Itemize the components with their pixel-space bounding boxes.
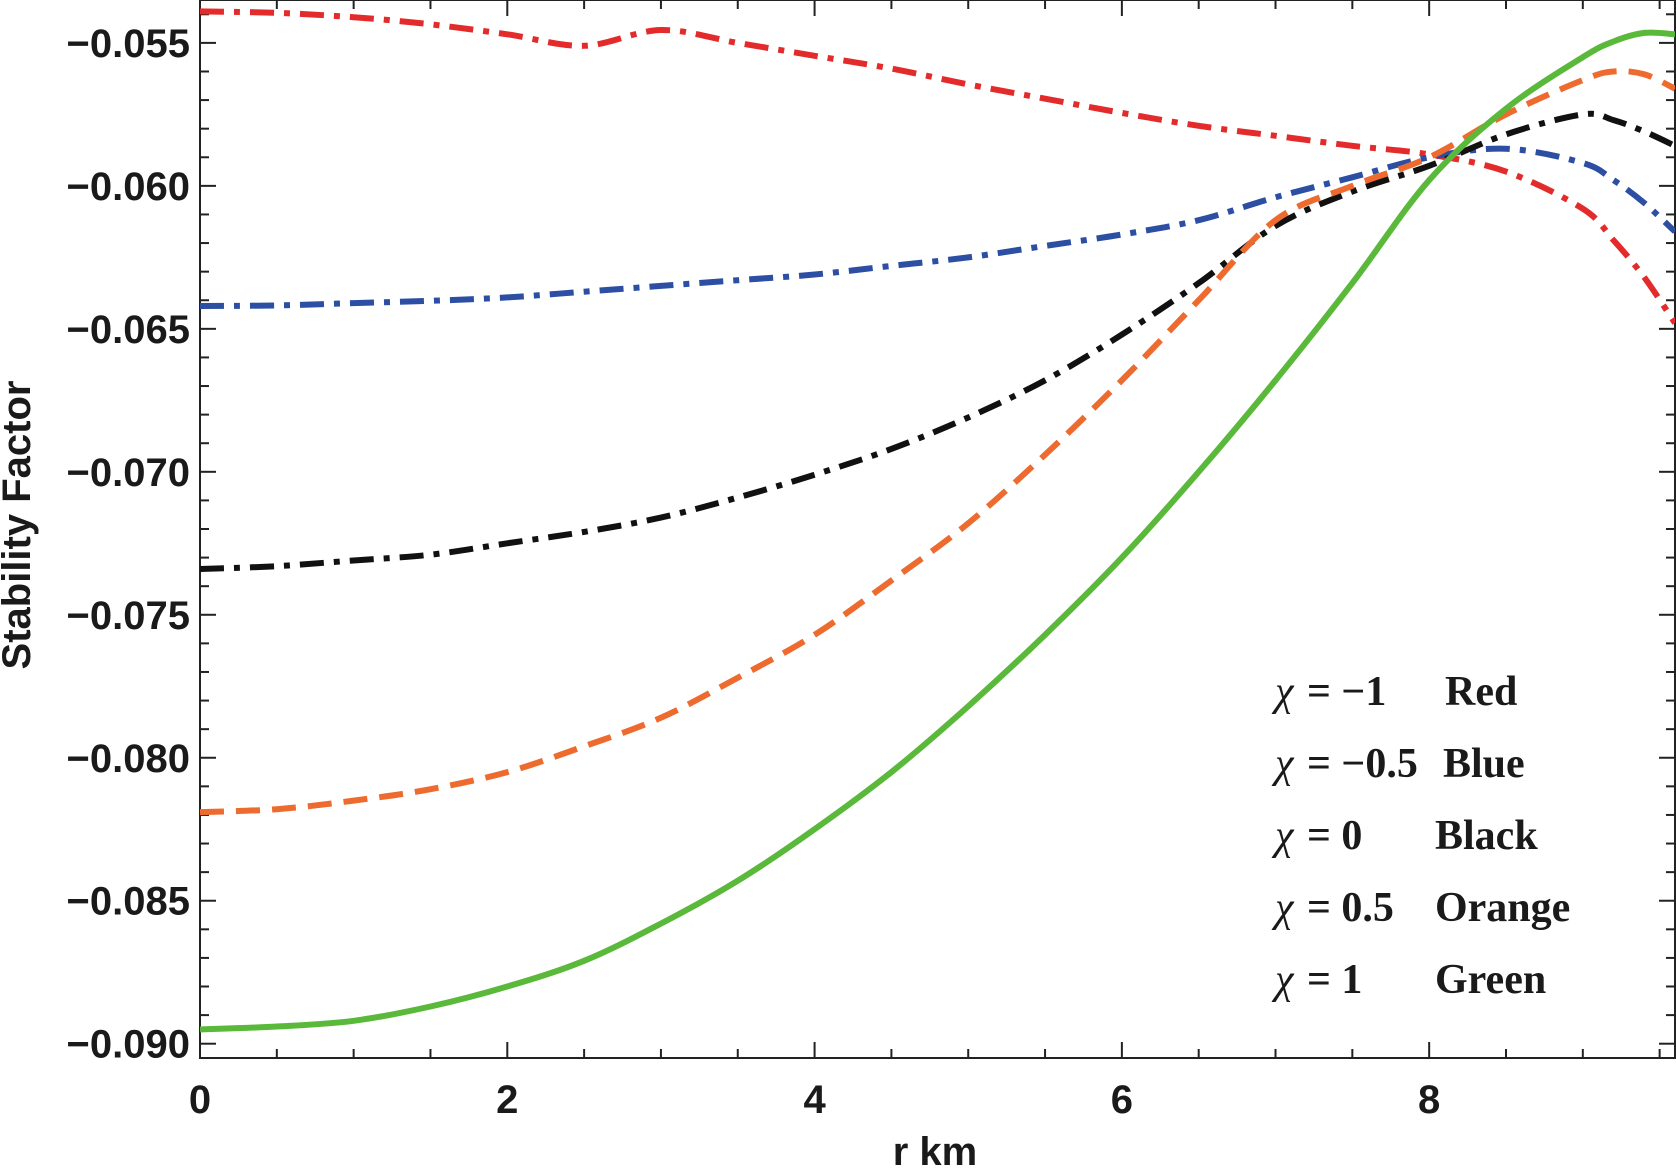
series-line-black	[200, 110, 1675, 572]
x-tick-label: 0	[189, 1078, 211, 1122]
x-tick-label: 4	[803, 1078, 826, 1122]
legend-chi-symbol: χ	[1271, 957, 1295, 1003]
legend-color-label-black: Black	[1435, 813, 1538, 859]
legend-chi-value: = −0.5	[1307, 741, 1418, 787]
x-tick-label: 2	[496, 1078, 518, 1122]
y-tick-label: −0.090	[67, 1023, 190, 1067]
x-tick-label: 8	[1418, 1078, 1440, 1122]
x-axis-title: r km	[893, 1130, 978, 1172]
y-tick-label: −0.065	[67, 308, 190, 352]
legend-chi-value: = 1	[1307, 957, 1362, 1003]
legend: χ = −1 Red χ = −0.5 Blue χ = 0 Black χ = 0.5 Orange…	[1271, 669, 1570, 1003]
y-tick-label: −0.085	[67, 880, 190, 924]
legend-chi-symbol: χ	[1271, 885, 1295, 931]
legend-color-label-blue: Blue	[1443, 741, 1525, 787]
legend-chi-symbol: χ	[1271, 813, 1295, 859]
legend-chi-value: = 0	[1307, 813, 1362, 859]
legend-chi-symbol: χ	[1271, 669, 1295, 715]
y-axis-ticks: −0.090 −0.085 −0.080 −0.075 −0.070 −0.065 −0.0…	[67, 13, 1675, 1067]
legend-color-label-green: Green	[1435, 957, 1546, 1003]
series-line-orange	[200, 68, 1675, 816]
series-layer	[200, 8, 1675, 1033]
x-axis-ticks: 0 2 4 6 8	[189, 0, 1661, 1122]
series-line-red	[200, 8, 1675, 325]
y-tick-label: −0.075	[67, 594, 190, 638]
legend-chi-value: = 0.5	[1307, 885, 1394, 931]
y-tick-label: −0.055	[67, 22, 190, 66]
x-tick-label: 6	[1111, 1078, 1133, 1122]
y-tick-label: −0.070	[67, 451, 190, 495]
series-line-green	[200, 29, 1675, 1033]
y-axis-title: Stability Factor	[0, 381, 39, 670]
y-tick-label: −0.080	[67, 737, 190, 781]
legend-color-label-orange: Orange	[1435, 885, 1570, 931]
series-line-blue	[200, 145, 1675, 309]
legend-color-label-red: Red	[1445, 669, 1517, 715]
y-tick-label: −0.060	[67, 165, 190, 209]
legend-chi-symbol: χ	[1271, 741, 1295, 787]
legend-chi-value: = −1	[1307, 669, 1386, 715]
